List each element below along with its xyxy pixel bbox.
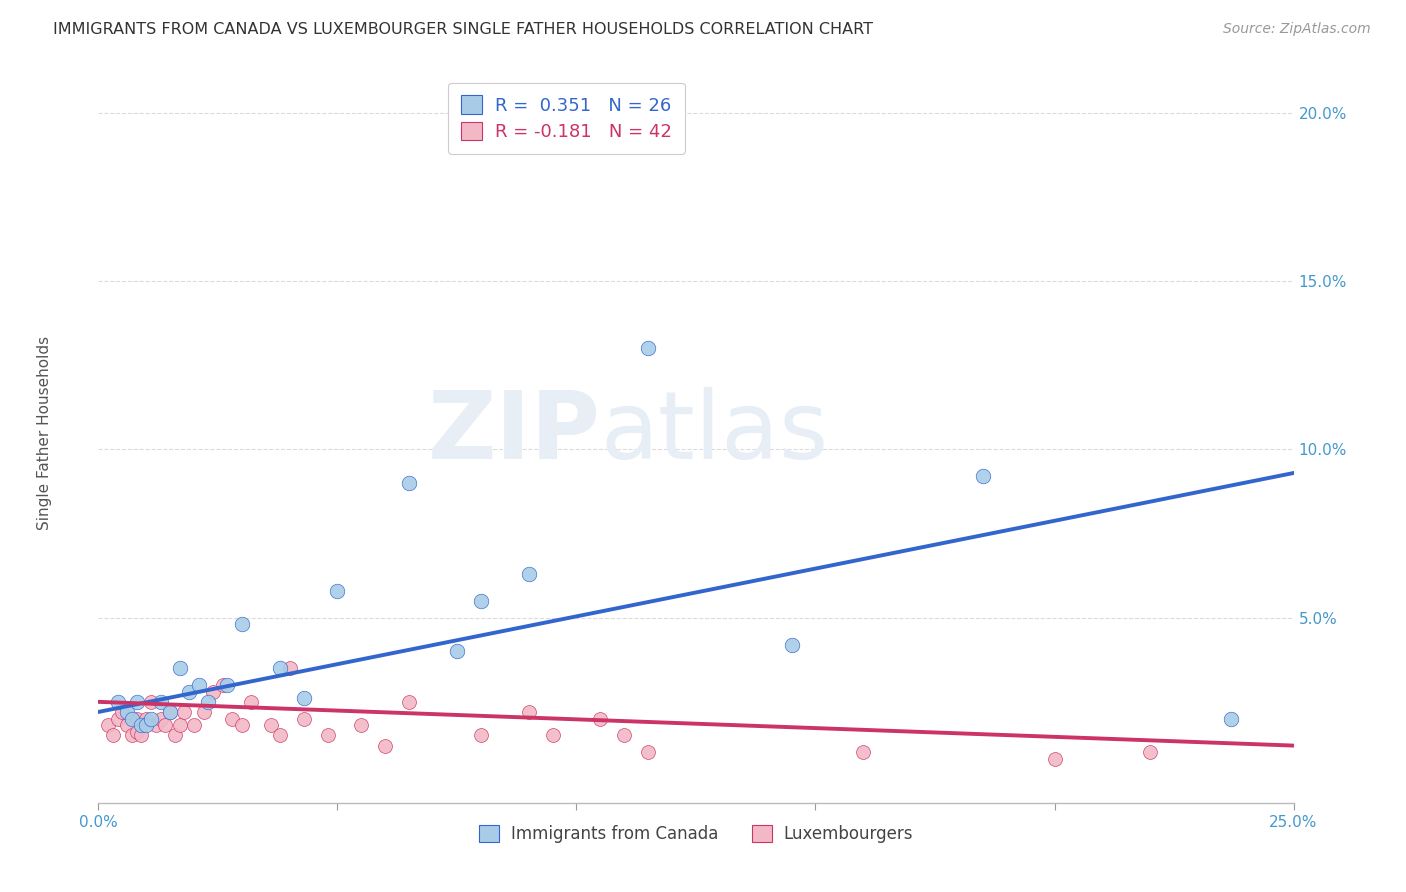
Point [470, 729, 492, 743]
Point [446, 644, 468, 658]
Point [173, 705, 195, 719]
Point [145, 718, 167, 732]
Point [121, 712, 143, 726]
Point [470, 594, 492, 608]
Point [179, 685, 201, 699]
Point [613, 729, 636, 743]
Point [131, 718, 153, 732]
Point [107, 712, 129, 726]
Point [326, 583, 349, 598]
Point [111, 705, 134, 719]
Point [517, 566, 540, 581]
Point [149, 712, 172, 726]
Point [398, 695, 420, 709]
Point [240, 695, 263, 709]
Text: IMMIGRANTS FROM CANADA VS LUXEMBOURGER SINGLE FATHER HOUSEHOLDS CORRELATION CHAR: IMMIGRANTS FROM CANADA VS LUXEMBOURGER S… [53, 22, 873, 37]
Point [163, 729, 186, 743]
Point [125, 725, 148, 739]
Point [135, 712, 157, 726]
Point [852, 745, 875, 759]
Point [121, 729, 143, 743]
Point [169, 661, 191, 675]
Point [211, 678, 233, 692]
Point [125, 712, 148, 726]
Point [316, 729, 339, 743]
Point [187, 678, 209, 692]
Point [780, 638, 803, 652]
Point [1043, 752, 1066, 766]
Point [115, 705, 138, 719]
Point [350, 718, 373, 732]
Point [101, 729, 124, 743]
Point [217, 678, 239, 692]
Point [107, 695, 129, 709]
Point [183, 718, 205, 732]
Text: ZIP: ZIP [427, 386, 600, 479]
Point [637, 745, 659, 759]
Point [589, 712, 612, 726]
Point [259, 718, 281, 732]
Point [292, 712, 315, 726]
Point [115, 718, 138, 732]
Point [1220, 712, 1243, 726]
Point [231, 718, 253, 732]
Point [269, 661, 291, 675]
Point [202, 685, 225, 699]
Point [541, 729, 564, 743]
Point [231, 617, 253, 632]
Point [1139, 745, 1161, 759]
Point [517, 705, 540, 719]
Point [97, 718, 120, 732]
Point [139, 712, 162, 726]
Point [149, 695, 172, 709]
Point [292, 691, 315, 706]
Point [131, 729, 153, 743]
Text: atlas: atlas [600, 386, 828, 479]
Text: Single Father Households: Single Father Households [37, 335, 52, 530]
Point [197, 695, 219, 709]
Point [972, 469, 994, 483]
Point [193, 705, 215, 719]
Point [159, 705, 181, 719]
Point [155, 718, 177, 732]
Point [398, 476, 420, 491]
Point [374, 739, 396, 753]
Point [159, 705, 181, 719]
Point [139, 695, 162, 709]
Point [169, 718, 191, 732]
Point [125, 695, 148, 709]
Legend: Immigrants from Canada, Luxembourgers: Immigrants from Canada, Luxembourgers [472, 819, 920, 850]
Text: Source: ZipAtlas.com: Source: ZipAtlas.com [1223, 22, 1371, 37]
Point [221, 712, 243, 726]
Point [135, 718, 157, 732]
Point [637, 342, 659, 356]
Point [269, 729, 291, 743]
Point [278, 661, 301, 675]
